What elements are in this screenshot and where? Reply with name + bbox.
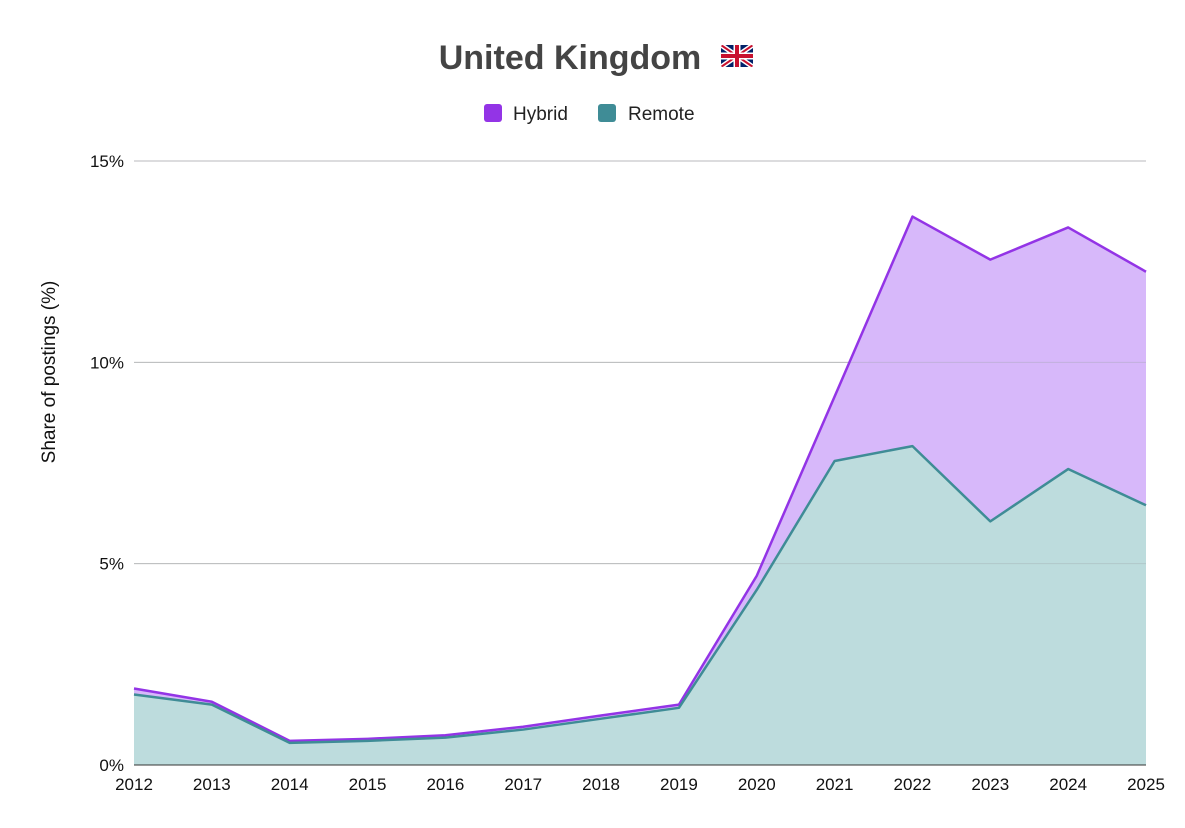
y-tick-label: 0%	[99, 756, 124, 775]
legend-label-remote: Remote	[628, 104, 695, 125]
y-axis-ticks: 0% 5% 10% 15%	[90, 152, 124, 775]
legend-item-remote[interactable]: Remote	[598, 104, 695, 125]
x-axis-ticks: 2012 2013 2014 2015 2016 2017 2018 2019 2020 2021…	[115, 775, 1165, 794]
legend-item-hybrid[interactable]: Hybrid	[484, 104, 568, 125]
x-tick-label: 2023	[971, 775, 1009, 794]
legend: Hybrid Remote	[484, 104, 695, 125]
x-tick-label: 2012	[115, 775, 153, 794]
x-tick-label: 2017	[504, 775, 542, 794]
y-axis-title: Share of postings (%)	[39, 281, 60, 464]
x-tick-label: 2016	[426, 775, 464, 794]
plot-areas	[133, 160, 1147, 766]
x-tick-label: 2014	[271, 775, 309, 794]
x-tick-label: 2013	[193, 775, 231, 794]
chart-title-group: United Kingdom	[439, 39, 753, 77]
x-tick-label: 2018	[582, 775, 620, 794]
y-tick-label: 10%	[90, 353, 124, 372]
line-hybrid	[133, 215, 1147, 743]
chart-title: United Kingdom	[439, 39, 702, 77]
x-tick-label: 2020	[738, 775, 776, 794]
uk-flag-icon	[721, 45, 753, 67]
line-remote	[133, 444, 1147, 745]
x-tick-label: 2022	[894, 775, 932, 794]
legend-swatch-remote	[598, 104, 616, 122]
x-tick-label: 2015	[349, 775, 387, 794]
legend-swatch-hybrid	[484, 104, 502, 122]
x-tick-label: 2019	[660, 775, 698, 794]
x-tick-label: 2021	[816, 775, 854, 794]
y-tick-label: 15%	[90, 152, 124, 171]
x-tick-label: 2025	[1127, 775, 1165, 794]
area-remote	[134, 446, 1146, 765]
legend-label-hybrid: Hybrid	[513, 104, 568, 125]
area-hybrid	[134, 216, 1146, 743]
x-tick-label: 2024	[1049, 775, 1087, 794]
y-tick-label: 5%	[99, 555, 124, 574]
